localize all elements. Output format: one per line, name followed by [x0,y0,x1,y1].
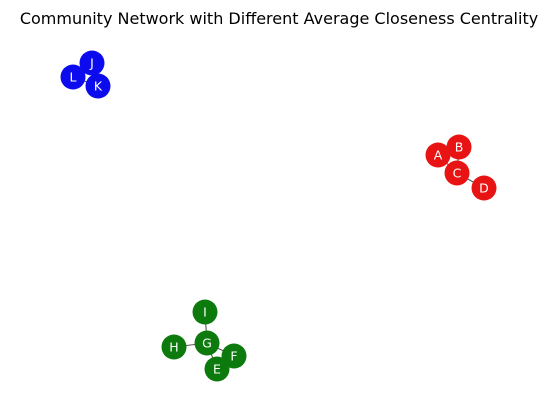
node-j-circle [79,50,105,76]
node-a: A [425,142,451,168]
edge-layer [72,62,485,370]
node-k-circle [85,73,111,99]
node-d-label: D [479,181,489,196]
node-layer: JK L ABC D EF G H I [60,50,497,382]
node-e-circle [204,356,230,382]
node-l-circle [60,64,86,90]
node-b-circle [446,134,472,160]
node-h-label: H [169,340,178,355]
node-g-label: G [202,336,212,351]
node-b: B [446,134,472,160]
node-j: J [79,50,105,76]
node-e: E [204,356,230,382]
node-b-label: B [455,140,464,155]
node-a-circle [425,142,451,168]
node-c-circle [444,160,470,186]
node-i-circle [192,299,218,325]
node-f-label: F [230,349,237,364]
node-j-label: J [89,56,94,71]
node-g-circle [194,330,220,356]
node-l-label: L [70,70,77,85]
node-e-label: E [213,362,221,377]
node-k-label: K [94,79,103,94]
node-h: H [161,334,187,360]
node-d-circle [471,175,497,201]
node-l: L [60,64,86,90]
node-g: G [194,330,220,356]
node-h-circle [161,334,187,360]
node-c-label: C [453,166,462,181]
node-d: D [471,175,497,201]
node-i-label: I [203,305,207,320]
node-c: C [444,160,470,186]
diagram-title: Community Network with Different Average… [20,9,538,28]
node-a-label: A [434,148,443,163]
node-f-circle [221,343,247,369]
node-i: I [192,299,218,325]
node-f: F [221,343,247,369]
node-k: K [85,73,111,99]
